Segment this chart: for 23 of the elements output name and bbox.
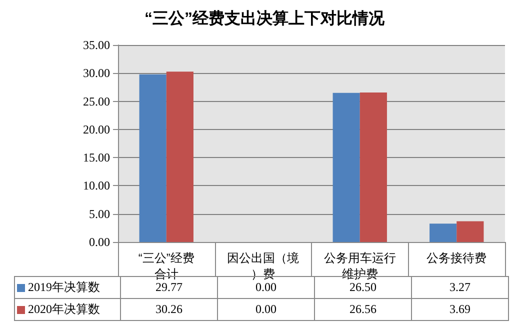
data-label: 3.27 [412,276,508,298]
bar [332,92,360,242]
bar [456,221,484,242]
legend-label: 2019年决算数 [14,276,120,298]
y-tick-label: 5.00 [89,206,110,221]
y-tick-label: 0.00 [89,235,110,249]
y-tick-label: 35.00 [83,38,110,52]
data-label: 30.26 [120,298,218,320]
bar [166,72,194,242]
y-tick-label: 25.00 [83,94,110,108]
y-tick-label: 15.00 [83,150,110,165]
bar [360,92,387,242]
data-label: 3.69 [412,298,508,320]
data-label: 0.00 [218,298,314,320]
y-tick-label: 20.00 [83,122,110,136]
legend-label: 2020年决算数 [14,298,120,320]
bar [139,74,166,242]
x-tick-label: 公务接待费 [426,251,487,265]
y-tick-label: 10.00 [83,178,110,193]
y-tick-label: 30.00 [83,66,110,80]
chart-title: “三公”经费支出决算上下对比情况 [144,10,386,28]
data-label: 26.56 [314,298,412,320]
bar [430,224,457,242]
